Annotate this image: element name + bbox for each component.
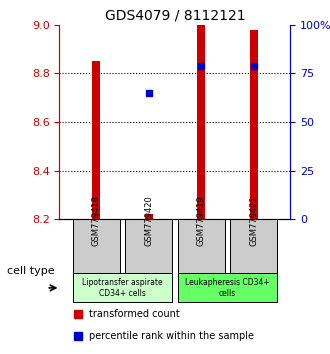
- Text: GSM779418: GSM779418: [92, 195, 101, 246]
- Text: percentile rank within the sample: percentile rank within the sample: [89, 331, 254, 341]
- Text: cell type: cell type: [7, 266, 54, 276]
- FancyBboxPatch shape: [178, 219, 225, 273]
- Bar: [250, 30, 258, 219]
- FancyBboxPatch shape: [230, 219, 277, 273]
- FancyBboxPatch shape: [73, 273, 172, 302]
- Text: Leukapheresis CD34+
cells: Leukapheresis CD34+ cells: [185, 278, 270, 298]
- FancyBboxPatch shape: [178, 273, 277, 302]
- Text: transformed count: transformed count: [89, 309, 180, 319]
- Bar: [197, 25, 205, 219]
- Text: GSM779421: GSM779421: [249, 195, 258, 246]
- FancyBboxPatch shape: [125, 219, 172, 273]
- Bar: [92, 61, 100, 219]
- Text: GSM779420: GSM779420: [144, 195, 153, 246]
- FancyBboxPatch shape: [73, 219, 120, 273]
- Bar: [145, 214, 152, 219]
- Title: GDS4079 / 8112121: GDS4079 / 8112121: [105, 8, 245, 22]
- Text: Lipotransfer aspirate
CD34+ cells: Lipotransfer aspirate CD34+ cells: [82, 278, 163, 298]
- Text: GSM779419: GSM779419: [197, 195, 206, 246]
